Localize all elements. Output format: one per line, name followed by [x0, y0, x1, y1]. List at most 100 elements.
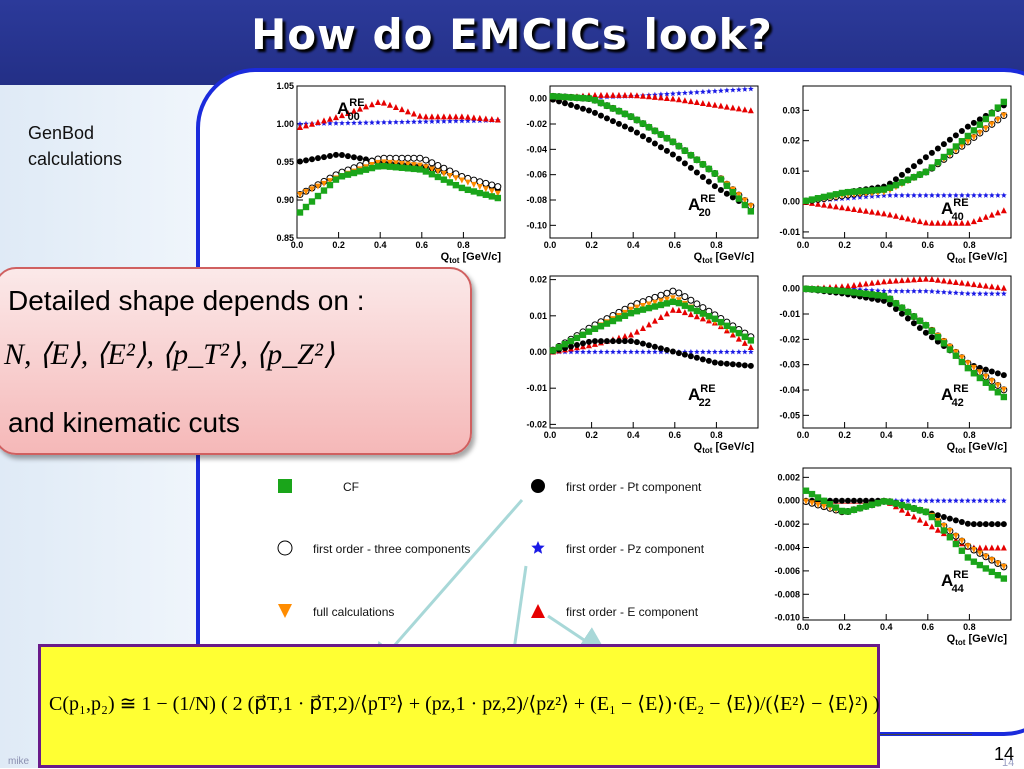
series-point-full	[410, 162, 417, 169]
series-point-three	[434, 162, 442, 170]
series-point-cf	[645, 124, 653, 131]
series-point-e	[964, 219, 971, 226]
series-point-pz	[893, 288, 899, 294]
series-point-cf	[723, 322, 731, 329]
series-point-pz	[923, 192, 929, 198]
series-point-pz	[995, 192, 1001, 198]
series-point-e	[910, 216, 917, 223]
series-point-full	[982, 553, 989, 560]
series-point-full	[982, 373, 989, 380]
series-point-e	[880, 210, 887, 217]
series-point-full	[380, 159, 387, 166]
series-point-pz	[706, 349, 712, 355]
series-point-cf	[561, 340, 569, 348]
series-point-e	[452, 113, 459, 120]
series-point-e	[621, 91, 628, 98]
series-point-pz	[959, 497, 965, 504]
series-point-pz	[435, 118, 441, 124]
series-point-cf	[741, 201, 749, 209]
series-point-cf	[350, 169, 358, 177]
series-point-cf	[952, 540, 960, 548]
series-point-e	[976, 215, 983, 222]
series-point-pz	[718, 87, 724, 94]
series-point-pz	[658, 91, 664, 97]
series-point-e	[410, 110, 417, 117]
series-point-pz	[977, 290, 983, 297]
series-point-cf	[916, 171, 924, 178]
x-axis-label: Qtot [GeV/c]	[694, 251, 755, 264]
series-point-cf	[976, 561, 984, 569]
y-tick-label: -0.006	[774, 566, 800, 576]
series-point-pz	[628, 349, 634, 355]
x-tick-label: 0.6	[922, 430, 935, 440]
series-point-full	[470, 181, 477, 188]
series-point-three	[657, 291, 665, 299]
series-point-cf	[814, 286, 822, 293]
series-point-e	[747, 107, 754, 114]
series-point-pt	[302, 157, 309, 164]
series-point-cf	[344, 171, 352, 178]
series-point-e	[916, 516, 923, 523]
series-point-pz	[1001, 290, 1007, 297]
series-point-pz	[459, 118, 465, 124]
series-point-cf	[386, 163, 394, 170]
series-point-pt	[645, 342, 652, 349]
series-point-full	[308, 186, 315, 193]
series-point-pt	[615, 120, 622, 127]
series-point-pz	[917, 192, 923, 198]
series-point-full	[952, 349, 959, 356]
series-point-e	[633, 92, 640, 99]
y-tick-label: 0.95	[276, 157, 294, 167]
series-point-e	[994, 544, 1001, 551]
series-point-e	[814, 200, 821, 207]
series-point-cf	[880, 292, 888, 300]
series-point-cf	[651, 303, 659, 310]
series-point-pt	[573, 103, 580, 110]
genbod-line2: calculations	[28, 149, 123, 169]
series-point-cf	[814, 494, 822, 501]
series-point-e	[488, 115, 495, 122]
series-point-cf	[651, 127, 659, 135]
series-point-cf	[922, 168, 930, 176]
series-point-e	[946, 278, 953, 285]
series-point-pz	[405, 119, 411, 125]
series-point-cf	[958, 547, 966, 554]
series-point-e	[898, 506, 905, 513]
y-tick-label: -0.01	[526, 383, 547, 393]
chart-panel-a20: 0.00 -0.02 -0.04 -0.06 -0.08 -0.10 0.0 0.2 0.4 0.…	[510, 78, 763, 265]
panel-label: ARE 22	[688, 383, 716, 409]
series-point-pz	[604, 349, 610, 355]
series-point-e	[585, 342, 592, 349]
series-point-cf	[862, 503, 870, 510]
x-tick-label: 0.6	[416, 240, 429, 250]
series-point-full	[386, 159, 393, 166]
x-tick-label: 0.6	[922, 622, 935, 632]
series-point-pz	[598, 349, 604, 355]
series-point-cf	[952, 143, 960, 150]
series-point-pz	[429, 118, 435, 124]
series-point-pt	[681, 351, 688, 358]
series-point-e	[657, 314, 664, 321]
series-point-pt	[639, 340, 646, 347]
series-point-e	[886, 211, 893, 218]
series-point-e	[597, 91, 604, 98]
series-point-pt	[579, 340, 586, 347]
series-point-pt	[850, 497, 857, 504]
series-point-cf	[928, 327, 936, 335]
series-point-cf	[880, 186, 888, 193]
series-point-full	[1000, 563, 1007, 570]
series-point-pz	[983, 192, 989, 198]
series-point-pz	[363, 119, 369, 126]
series-point-pt	[844, 497, 851, 504]
series-point-cf	[904, 176, 912, 184]
series-point-cf	[735, 329, 743, 337]
series-point-full	[314, 183, 321, 190]
series-point-pt	[687, 353, 694, 360]
series-point-full	[958, 143, 965, 150]
series-point-three	[687, 296, 695, 304]
series-point-cf	[814, 195, 822, 202]
series-point-pz	[941, 289, 947, 295]
series-point-pz	[393, 119, 399, 125]
series-point-pt	[904, 315, 911, 322]
arrow-e	[547, 614, 609, 657]
